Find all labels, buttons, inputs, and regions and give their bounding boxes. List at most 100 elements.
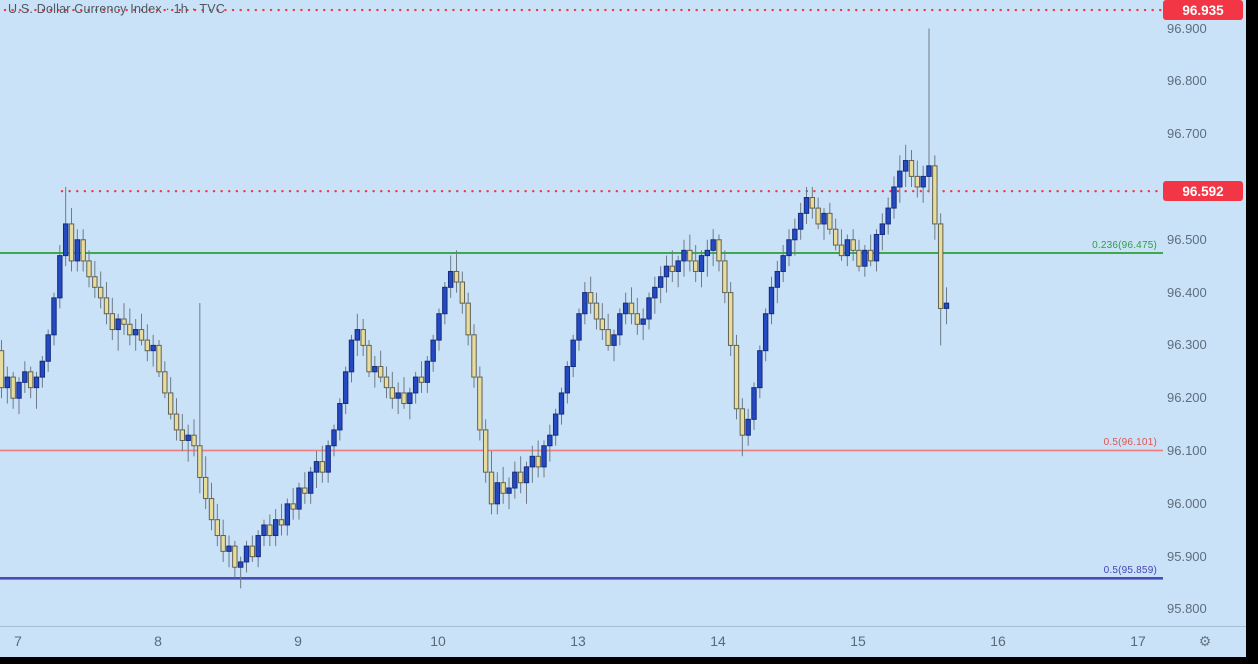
settings-gear-icon[interactable]: ⚙ xyxy=(1198,633,1212,649)
candle-body xyxy=(599,318,606,331)
candle-body xyxy=(51,297,57,336)
candle-body xyxy=(646,297,652,320)
candle-body xyxy=(418,376,425,383)
candle-body xyxy=(296,487,302,510)
candle-body xyxy=(132,329,139,336)
candle-body xyxy=(214,519,221,537)
candle-body xyxy=(856,249,862,267)
candle-body xyxy=(331,429,337,447)
candle-body xyxy=(914,175,921,188)
candle-body xyxy=(774,270,781,288)
candle-body xyxy=(267,524,273,537)
candle-body xyxy=(745,418,751,436)
candle-body xyxy=(68,223,75,262)
time-axis[interactable]: ⚙ 7 8 9 10 13 14 15 16 17 xyxy=(0,626,1246,658)
time-axis-label: 7 xyxy=(14,633,22,649)
candle-body xyxy=(663,265,670,278)
candle-body xyxy=(687,249,693,262)
candle-body xyxy=(832,228,839,246)
candle-body xyxy=(307,471,314,494)
price-axis-label: 96.400 xyxy=(1167,284,1207,300)
candle-body xyxy=(710,239,716,251)
candle-body xyxy=(488,471,495,505)
candle-body xyxy=(33,376,40,389)
candle-body xyxy=(424,360,431,383)
candle-body xyxy=(698,255,705,272)
candle-body xyxy=(669,265,676,272)
candle-body xyxy=(220,535,226,552)
candle-body xyxy=(523,466,530,484)
candle-body xyxy=(185,434,191,441)
candle-body xyxy=(319,461,326,473)
candle-body xyxy=(506,487,512,494)
candle-body xyxy=(232,545,238,568)
candle-body xyxy=(290,503,296,510)
candle-body xyxy=(704,249,711,257)
candle-body xyxy=(512,471,518,489)
candle-body xyxy=(727,292,734,346)
candle-body xyxy=(943,302,950,309)
candle-body xyxy=(675,260,681,272)
candle-body xyxy=(652,286,658,299)
candle-body xyxy=(325,445,331,473)
candle-body xyxy=(780,255,786,272)
candle-body xyxy=(891,186,897,209)
window-bottom-edge xyxy=(0,657,1258,664)
time-axis-label: 15 xyxy=(850,633,866,649)
time-axis-label: 16 xyxy=(990,633,1006,649)
time-axis-label: 9 xyxy=(294,633,302,649)
candle-body xyxy=(757,350,763,389)
candle-body xyxy=(39,360,46,378)
candle-body xyxy=(360,329,366,346)
candle-body xyxy=(261,524,267,537)
candle-body xyxy=(844,239,851,257)
candle-body xyxy=(156,344,162,373)
candle-body xyxy=(459,281,466,304)
candle-body xyxy=(302,487,308,494)
candle-body xyxy=(249,545,256,558)
candle-body xyxy=(634,313,641,325)
candle-body xyxy=(576,313,582,341)
candle-body xyxy=(932,165,938,225)
price-axis-label: 95.900 xyxy=(1167,548,1207,564)
candle-body xyxy=(173,413,180,431)
chart-legend-title[interactable]: U.S. Dollar Currency Index · 1h · TVC xyxy=(8,2,225,16)
candle-body xyxy=(115,318,121,331)
candle-body xyxy=(838,244,845,257)
candle-body xyxy=(477,376,483,431)
candle-body xyxy=(920,175,926,188)
candle-body xyxy=(197,445,203,478)
candle-body xyxy=(809,197,816,209)
time-axis-label: 13 xyxy=(570,633,586,649)
candle-body xyxy=(885,207,891,225)
candle-body xyxy=(191,434,197,447)
candle-body xyxy=(803,197,810,214)
candle-body xyxy=(92,276,98,288)
price-level-badge: 96.935 xyxy=(1163,0,1243,21)
candle-body xyxy=(879,223,886,235)
candle-body xyxy=(821,212,827,225)
candle-body xyxy=(897,170,903,188)
candle-body xyxy=(815,207,821,225)
candle-body xyxy=(722,260,728,294)
candle-body xyxy=(313,461,320,473)
time-axis-label: 10 xyxy=(430,633,446,649)
candle-body xyxy=(908,160,915,177)
candle-body xyxy=(873,233,880,262)
price-axis-label: 96.000 xyxy=(1167,495,1207,511)
candle-body xyxy=(564,366,571,394)
candle-body xyxy=(348,339,355,373)
candle-body xyxy=(27,371,34,389)
candle-body xyxy=(407,392,413,404)
candle-body xyxy=(587,292,594,304)
candle-body xyxy=(582,292,588,315)
candle-body xyxy=(57,255,63,299)
candle-body xyxy=(80,239,86,262)
candle-body xyxy=(867,249,874,262)
candle-body xyxy=(681,249,687,262)
candle-body xyxy=(243,545,250,563)
candle-body xyxy=(529,455,536,468)
